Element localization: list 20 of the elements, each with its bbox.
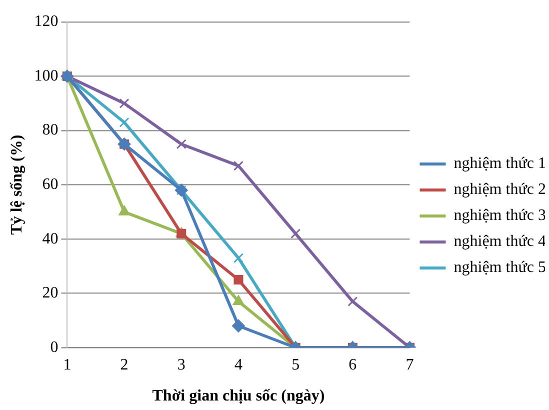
y-tick-label: 40 <box>42 230 58 248</box>
y-tick-label: 80 <box>42 122 58 139</box>
y-tick-label: 120 <box>34 13 58 30</box>
legend-label: nghiệm thức 1 <box>454 155 546 172</box>
y-tick-label: 60 <box>42 176 58 194</box>
x-tick-label: 2 <box>120 356 128 374</box>
y-axis-title: Tỷ lệ sống (%) <box>8 134 26 235</box>
y-tick-label: 0 <box>50 338 58 356</box>
x-tick-label: 5 <box>292 356 300 374</box>
y-tick-label: 20 <box>42 284 58 302</box>
x-tick-label: 1 <box>63 356 72 374</box>
x-tick-label: 4 <box>234 356 242 374</box>
x-tick-label: 6 <box>348 356 357 374</box>
x-tick-label: 7 <box>406 356 414 374</box>
legend-label: nghiệm thức 2 <box>454 181 546 198</box>
y-tick-label: 100 <box>34 67 58 84</box>
legend-label: nghiệm thức 3 <box>454 207 546 224</box>
x-tick-label: 3 <box>177 356 186 374</box>
x-axis-title: Thời gian chịu sốc (ngày) <box>152 388 325 405</box>
legend-label: nghiệm thức 5 <box>454 259 546 276</box>
